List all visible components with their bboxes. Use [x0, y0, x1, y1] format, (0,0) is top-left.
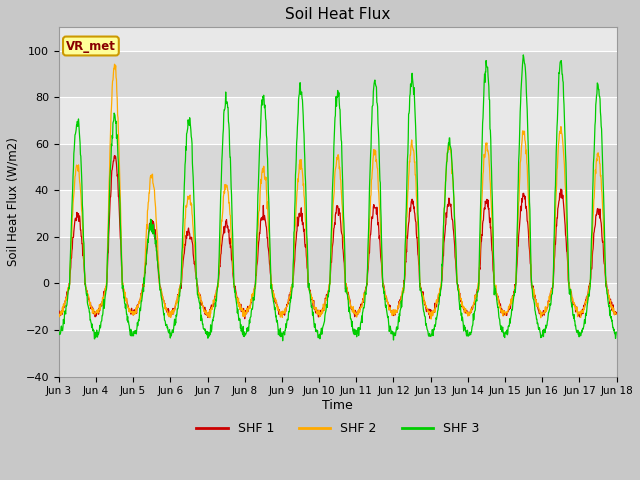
Text: VR_met: VR_met — [66, 39, 116, 52]
Bar — [59, 237, 617, 283]
Y-axis label: Soil Heat Flux (W/m2): Soil Heat Flux (W/m2) — [7, 137, 20, 266]
Title: Soil Heat Flux: Soil Heat Flux — [285, 7, 390, 22]
Bar — [59, 144, 617, 190]
Bar — [59, 330, 617, 377]
X-axis label: Time: Time — [323, 399, 353, 412]
Legend: SHF 1, SHF 2, SHF 3: SHF 1, SHF 2, SHF 3 — [191, 417, 484, 440]
Bar — [59, 50, 617, 97]
